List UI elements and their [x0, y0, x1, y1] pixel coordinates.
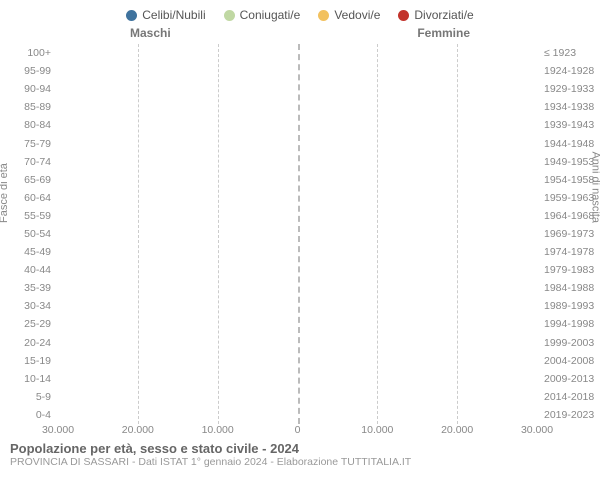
- legend-swatch: [224, 10, 235, 21]
- y-tick-birth: 1939-1943: [544, 120, 594, 131]
- header-male: Maschi: [130, 26, 171, 40]
- y-tick-age: 45-49: [24, 247, 51, 258]
- pyramid-row: [58, 281, 537, 295]
- pyramid-row: [58, 82, 537, 96]
- y-tick-age: 40-44: [24, 265, 51, 276]
- pyramid-row: [58, 209, 537, 223]
- x-tick: 20.000: [122, 424, 154, 436]
- pyramid-row: [58, 118, 537, 132]
- x-axis: 30.00020.00010.000010.00020.00030.000: [58, 424, 537, 439]
- legend-item: Divorziati/e: [398, 8, 473, 22]
- y-tick-birth: ≤ 1923: [544, 48, 576, 59]
- pyramid-row: [58, 155, 537, 169]
- y-tick-age: 35-39: [24, 283, 51, 294]
- pyramid-row: [58, 317, 537, 331]
- pyramid-row: [58, 263, 537, 277]
- pyramid-row: [58, 336, 537, 350]
- y-tick-age: 90-94: [24, 84, 51, 95]
- pyramid-row: [58, 245, 537, 259]
- y-tick-birth: 1949-1953: [544, 157, 594, 168]
- y-tick-birth: 2014-2018: [544, 392, 594, 403]
- y-tick-age: 80-84: [24, 120, 51, 131]
- population-pyramid-chart: Celibi/Nubili Coniugati/e Vedovi/e Divorzia…: [0, 0, 600, 500]
- x-tick: 30.000: [521, 424, 553, 436]
- y-tick-age: 50-54: [24, 229, 51, 240]
- y-tick-birth: 1994-1998: [544, 319, 594, 330]
- y-tick-birth: 1979-1983: [544, 265, 594, 276]
- pyramid-row: [58, 354, 537, 368]
- pyramid-row: [58, 372, 537, 386]
- y-tick-age: 95-99: [24, 66, 51, 77]
- gender-headers: Maschi Femmine: [0, 26, 600, 44]
- legend-swatch: [318, 10, 329, 21]
- y-tick-age: 0-4: [36, 410, 51, 421]
- y-tick-birth: 2009-2013: [544, 374, 594, 385]
- y-axis-left: 100+ 95-99 90-94 85-89 80-84 75-79 70-74 65-69 6…: [0, 44, 55, 439]
- y-tick-birth: 1989-1993: [544, 301, 594, 312]
- legend-swatch: [126, 10, 137, 21]
- legend-item: Celibi/Nubili: [126, 8, 205, 22]
- legend: Celibi/Nubili Coniugati/e Vedovi/e Divorzia…: [0, 0, 600, 26]
- y-tick-age: 15-19: [24, 356, 51, 367]
- pyramid-row: [58, 64, 537, 78]
- pyramid-row: [58, 173, 537, 187]
- y-tick-age: 65-69: [24, 175, 51, 186]
- x-tick: 10.000: [361, 424, 393, 436]
- y-tick-birth: 1974-1978: [544, 247, 594, 258]
- header-female: Femmine: [417, 26, 470, 40]
- pyramid-row: [58, 191, 537, 205]
- legend-item: Coniugati/e: [224, 8, 301, 22]
- x-tick: 30.000: [42, 424, 74, 436]
- y-tick-age: 55-59: [24, 211, 51, 222]
- pyramid-row: [58, 299, 537, 313]
- pyramid-row: [58, 136, 537, 150]
- pyramid-row: [58, 100, 537, 114]
- y-tick-birth: 1984-1988: [544, 283, 594, 294]
- legend-item: Vedovi/e: [318, 8, 380, 22]
- y-tick-birth: 2019-2023: [544, 410, 594, 421]
- y-tick-age: 85-89: [24, 102, 51, 113]
- y-tick-birth: 1924-1928: [544, 66, 594, 77]
- bars-region: [58, 44, 537, 424]
- y-tick-birth: 1964-1968: [544, 211, 594, 222]
- caption-title: Popolazione per età, sesso e stato civil…: [10, 441, 590, 456]
- y-tick-age: 100+: [27, 48, 51, 59]
- caption-subtitle: PROVINCIA DI SASSARI - Dati ISTAT 1° gen…: [10, 456, 590, 468]
- y-tick-age: 20-24: [24, 338, 51, 349]
- legend-label: Celibi/Nubili: [142, 8, 205, 22]
- y-tick-birth: 1929-1933: [544, 84, 594, 95]
- x-tick: 0: [295, 424, 301, 436]
- pyramid-row: [58, 46, 537, 60]
- legend-label: Coniugati/e: [240, 8, 301, 22]
- caption: Popolazione per età, sesso e stato civil…: [0, 439, 600, 468]
- y-tick-age: 30-34: [24, 301, 51, 312]
- y-axis-right: ≤ 1923 1924-1928 1929-1933 1934-1938 1939-19…: [540, 44, 600, 439]
- plot-area: Fasce di età Anni di nascita 100+95-9990…: [0, 44, 600, 439]
- y-tick-age: 60-64: [24, 193, 51, 204]
- y-tick-birth: 2004-2008: [544, 356, 594, 367]
- y-tick-age: 25-29: [24, 319, 51, 330]
- legend-label: Vedovi/e: [334, 8, 380, 22]
- pyramid-row: [58, 408, 537, 422]
- y-tick-age: 10-14: [24, 374, 51, 385]
- y-tick-birth: 1999-2003: [544, 338, 594, 349]
- pyramid-row: [58, 390, 537, 404]
- pyramid-row: [58, 227, 537, 241]
- y-tick-birth: 1954-1958: [544, 175, 594, 186]
- y-tick-birth: 1959-1963: [544, 193, 594, 204]
- y-tick-age: 70-74: [24, 157, 51, 168]
- legend-swatch: [398, 10, 409, 21]
- x-tick: 10.000: [202, 424, 234, 436]
- legend-label: Divorziati/e: [414, 8, 473, 22]
- y-tick-age: 5-9: [36, 392, 51, 403]
- x-tick: 20.000: [441, 424, 473, 436]
- y-tick-birth: 1934-1938: [544, 102, 594, 113]
- y-tick-age: 75-79: [24, 139, 51, 150]
- y-tick-birth: 1969-1973: [544, 229, 594, 240]
- y-tick-birth: 1944-1948: [544, 139, 594, 150]
